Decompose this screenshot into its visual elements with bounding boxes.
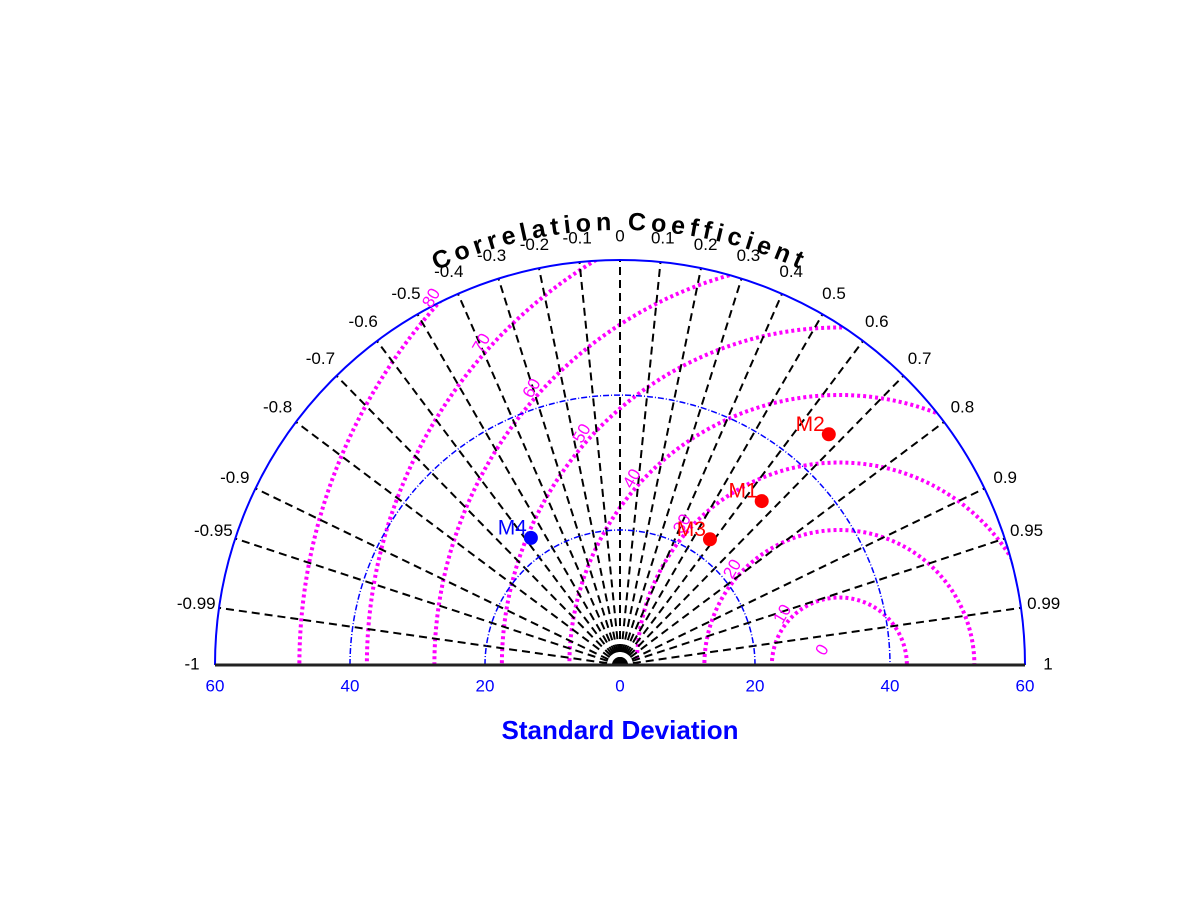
rms-contour-label: 40 — [619, 466, 645, 492]
correlation-line — [234, 537, 621, 666]
correlation-tick-label: 0.3 — [737, 246, 761, 265]
correlation-line — [619, 421, 945, 666]
x-axis-title: Standard Deviation — [502, 715, 739, 745]
correlation-tick-label: 0.99 — [1027, 594, 1060, 613]
correlation-line — [416, 313, 621, 666]
correlation-line — [538, 267, 621, 666]
correlation-line — [619, 313, 824, 666]
x-tick-label: 60 — [206, 676, 225, 695]
correlation-line — [578, 261, 621, 666]
correlation-tick-label: 0.95 — [1010, 521, 1043, 540]
correlation-line — [619, 375, 905, 666]
correlation-tick-label: 0 — [615, 226, 624, 245]
rms-contour — [432, 260, 1025, 665]
correlation-line — [295, 421, 621, 666]
correlation-tick-label: -0.3 — [477, 246, 506, 265]
correlation-line — [619, 606, 1022, 666]
correlation-line — [619, 278, 743, 666]
rms-contour — [567, 393, 1025, 665]
correlation-tick-label: 0.6 — [865, 312, 889, 331]
x-tick-label: 0 — [615, 676, 624, 695]
rms-contour-label: 50 — [569, 420, 595, 446]
rms-contour-label: 60 — [519, 375, 545, 401]
model-label: M1 — [729, 480, 758, 503]
correlation-tick-label: -0.95 — [194, 521, 233, 540]
x-tick-label: 60 — [1016, 676, 1035, 695]
correlation-tick-label: 0.4 — [779, 262, 803, 281]
model-label: M3 — [677, 518, 706, 541]
model-point — [702, 532, 717, 547]
rms-contour — [364, 260, 1025, 665]
correlation-tick-label: -0.7 — [306, 349, 335, 368]
correlation-tick-label: -0.2 — [520, 235, 549, 254]
correlation-line — [497, 278, 621, 666]
correlation-tick-label: -0.99 — [177, 594, 216, 613]
correlation-line — [619, 267, 702, 666]
correlation-line — [619, 293, 783, 666]
rms-contour-label: 10 — [769, 601, 795, 627]
model-point — [523, 530, 538, 545]
rms-contour-label: 80 — [418, 285, 444, 311]
correlation-tick-label: -0.1 — [563, 229, 592, 248]
correlation-line — [619, 261, 662, 666]
rms-contour-label: 0 — [812, 641, 833, 659]
correlation-line — [457, 293, 621, 666]
correlation-line — [335, 375, 621, 666]
std-arc — [484, 529, 756, 666]
correlation-tick-label: 0.2 — [694, 235, 718, 254]
correlation-line — [619, 537, 1006, 666]
x-tick-label: 20 — [746, 676, 765, 695]
correlation-line — [376, 340, 621, 666]
correlation-tick-label: -1 — [184, 654, 199, 673]
correlation-line — [218, 606, 621, 666]
correlation-line — [255, 487, 621, 666]
x-tick-label: 40 — [881, 676, 900, 695]
correlation-tick-label: -0.5 — [391, 284, 420, 303]
x-tick-label: 40 — [341, 676, 360, 695]
correlation-line — [619, 487, 985, 666]
correlation-tick-label: 1 — [1043, 654, 1052, 673]
outer-arc — [214, 259, 1026, 666]
correlation-tick-label: -0.8 — [263, 398, 292, 417]
std-arc — [349, 394, 891, 666]
correlation-tick-label: -0.6 — [349, 312, 378, 331]
correlation-tick-label: -0.9 — [220, 468, 249, 487]
correlation-tick-label: 0.7 — [908, 349, 932, 368]
correlation-tick-label: 0.1 — [651, 229, 675, 248]
model-point — [821, 427, 836, 442]
correlation-tick-label: 0.9 — [993, 468, 1017, 487]
correlation-tick-label: -0.4 — [434, 262, 463, 281]
model-label: M4 — [498, 516, 527, 539]
model-label: M2 — [796, 413, 825, 436]
rms-contour-label: 70 — [468, 330, 494, 356]
correlation-tick-label: 0.5 — [822, 284, 846, 303]
x-tick-label: 20 — [476, 676, 495, 695]
correlation-line — [619, 340, 864, 666]
model-point — [754, 494, 769, 509]
correlation-tick-label: 0.8 — [951, 398, 975, 417]
